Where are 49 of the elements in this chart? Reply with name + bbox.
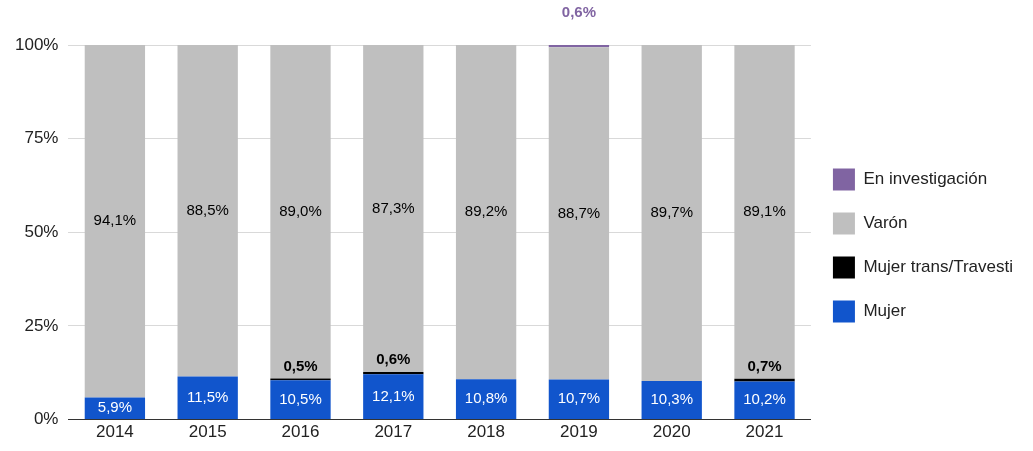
data-label: 89,0% xyxy=(279,201,322,219)
x-tick-label: 2014 xyxy=(95,422,134,442)
data-label: 10,5% xyxy=(279,389,322,407)
bar xyxy=(363,374,424,420)
data-label: 5,9% xyxy=(97,398,132,416)
data-label: 0,6% xyxy=(376,350,411,368)
data-label: 89,7% xyxy=(650,203,693,221)
bar xyxy=(363,45,424,373)
data-label: 10,2% xyxy=(743,390,786,408)
y-tick-label: 0% xyxy=(33,409,59,429)
y-tick-label: 100% xyxy=(15,34,59,54)
data-label: 12,1% xyxy=(372,386,415,404)
data-label: 88,7% xyxy=(557,203,601,221)
data-label: 11,5% xyxy=(186,387,229,405)
data-label: 87,3% xyxy=(372,198,415,216)
data-label: 88,5% xyxy=(186,200,229,218)
data-label: 0,6% xyxy=(561,3,597,21)
y-tick-label: 50% xyxy=(24,221,59,241)
x-tick-label: 2021 xyxy=(745,422,784,442)
bar xyxy=(734,381,795,420)
data-label: 89,1% xyxy=(743,202,786,220)
x-tick-label: 2017 xyxy=(374,422,413,442)
data-label: 10,7% xyxy=(557,389,601,407)
x-tick-label: 2020 xyxy=(652,422,691,442)
bar xyxy=(270,380,331,420)
bar xyxy=(84,45,146,398)
data-label: 0,5% xyxy=(283,356,318,374)
data-label: 10,8% xyxy=(464,389,508,407)
legend-label: Mujer xyxy=(863,301,907,321)
legend-label: Varón xyxy=(863,213,908,233)
data-label: 0,7% xyxy=(747,356,782,374)
x-tick-label: 2015 xyxy=(188,422,227,442)
bar xyxy=(177,376,238,420)
bar xyxy=(734,45,795,379)
x-tick-label: 2018 xyxy=(467,422,506,442)
legend-label: Mujer trans/Travesti xyxy=(863,257,1014,277)
y-tick-label: 25% xyxy=(24,315,59,335)
y-tick-label: 75% xyxy=(24,128,59,148)
data-label: 94,1% xyxy=(93,211,137,229)
x-tick-label: 2016 xyxy=(281,422,320,442)
bar xyxy=(270,45,331,379)
bar xyxy=(177,45,238,377)
legend-label: En investigación xyxy=(863,169,988,189)
x-tick-label: 2019 xyxy=(560,422,598,442)
bar xyxy=(548,47,610,380)
bar xyxy=(641,45,702,382)
data-label: 10,3% xyxy=(650,390,693,408)
data-label: 89,2% xyxy=(464,202,508,220)
bar xyxy=(455,45,517,380)
